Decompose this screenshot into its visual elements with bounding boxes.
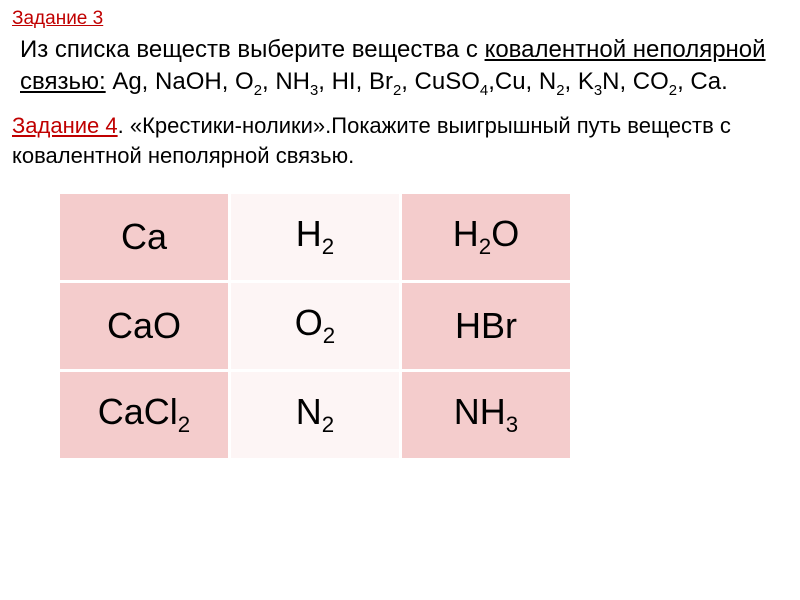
task4-body: Задание 4. «Крестики-нолики».Покажите вы… <box>12 111 788 170</box>
task3-body: Из списка веществ выберите вещества с ко… <box>12 34 788 101</box>
table-row: CaO O2 HBr <box>60 283 570 369</box>
br2-sub: 2 <box>393 83 401 99</box>
t3-2f: N, CO <box>602 68 669 95</box>
cell-r1c2: HBr <box>402 283 570 369</box>
r1c1-a: O <box>295 302 323 343</box>
cell-r2c1: N2 <box>231 372 399 458</box>
r1c1-b: 2 <box>323 323 335 348</box>
task3-line1-pre: Из списка веществ выберите вещества с <box>20 36 485 63</box>
tictactoe-table: Ca H2 H2O CaO O2 HBr CaCl2 N2 NH3 <box>57 191 573 461</box>
cell-r2c2: NH3 <box>402 372 570 458</box>
cell-r0c2: H2O <box>402 194 570 280</box>
co2-sub: 2 <box>669 83 677 99</box>
task4-label: Задание 4 <box>12 113 118 138</box>
cell-r0c0: Ca <box>60 194 228 280</box>
cell-r2c0: CaCl2 <box>60 372 228 458</box>
r0c2-c: O <box>491 213 519 254</box>
r2c1-a: N <box>296 391 322 432</box>
table-row: Ca H2 H2O <box>60 194 570 280</box>
k3n-sub: 3 <box>594 83 602 99</box>
r2c2-b: 3 <box>506 412 518 437</box>
t3-2e: , K <box>565 68 594 95</box>
t3-2b: , HI, Br <box>318 68 393 95</box>
r0c1-b: 2 <box>322 234 334 259</box>
t3-2c: , CuSO <box>401 68 480 95</box>
r2c2-a: NH <box>454 391 506 432</box>
cell-r0c1: H2 <box>231 194 399 280</box>
task3-header: Задание 3 <box>12 8 788 30</box>
t3-2d: ,Cu, N <box>488 68 556 95</box>
o2-sub: 2 <box>254 83 262 99</box>
cell-r1c0: CaO <box>60 283 228 369</box>
cuso4-sub: 4 <box>480 83 488 99</box>
r2c0-b: 2 <box>178 412 190 437</box>
task4-text: . «Крестики-нолики».Покажите выигрышный … <box>12 113 731 168</box>
n2-sub: 2 <box>556 83 564 99</box>
r0c2-b: 2 <box>479 234 491 259</box>
r0c1-a: H <box>296 213 322 254</box>
t3-2a: , NH <box>262 68 310 95</box>
r2c0-a: CaCl <box>98 391 178 432</box>
task3-post: Ag, NaOH, O <box>106 68 254 95</box>
table-row: CaCl2 N2 NH3 <box>60 372 570 458</box>
t3-2g: , Ca. <box>677 68 728 95</box>
cell-r1c1: O2 <box>231 283 399 369</box>
tictactoe-wrap: Ca H2 H2O CaO O2 HBr CaCl2 N2 NH3 <box>12 191 788 461</box>
r2c1-b: 2 <box>322 412 334 437</box>
r0c2-a: H <box>453 213 479 254</box>
